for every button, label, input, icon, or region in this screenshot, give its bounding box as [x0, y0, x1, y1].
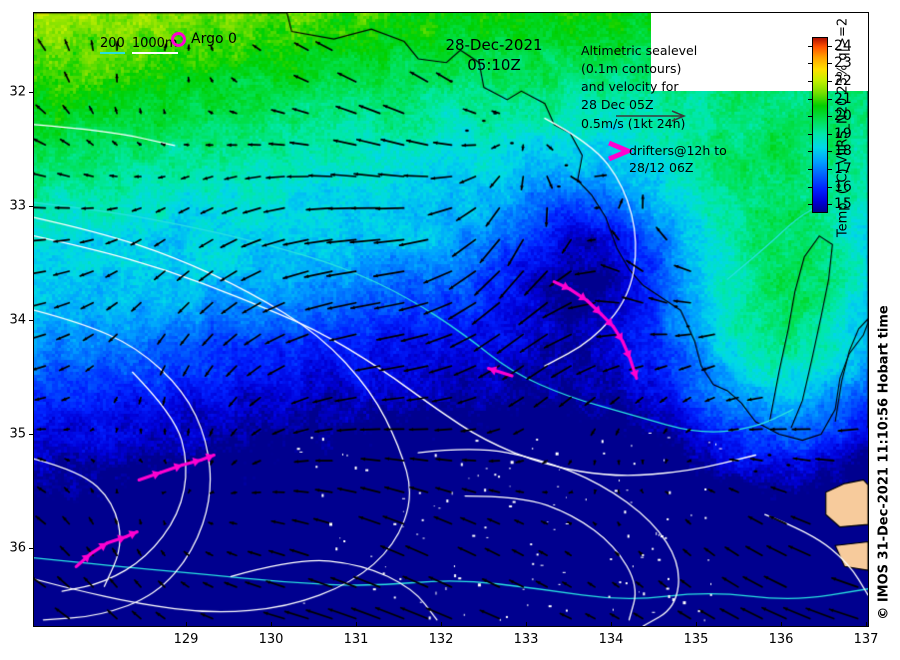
depth-scale-legend: 200 1000m [100, 37, 178, 54]
colorbar[interactable]: 15 16 17 18 19 20 21 22 23 24 [808, 37, 852, 213]
legend-backing-box [651, 13, 868, 91]
x-tick-label-136: 136 [768, 632, 794, 647]
y-tick-label-32: 32 [9, 84, 26, 100]
x-tick-mark [526, 622, 527, 627]
x-tick-label-129: 129 [173, 632, 199, 647]
colorbar-title: Temp. (°C) VIIRS_N20 23% q|>=2 [835, 17, 851, 238]
colorbar-tick [808, 204, 812, 206]
y-tick-mark [29, 548, 34, 549]
y-tick-label-34: 34 [9, 312, 26, 328]
colorbar-tick [808, 169, 812, 170]
x-tick-label-133: 133 [513, 632, 539, 647]
colorbar-tick [808, 45, 812, 47]
colorbar-tick [808, 98, 812, 100]
colorbar-tick [808, 133, 812, 135]
y-tick-label-35: 35 [9, 426, 26, 442]
colorbar-tick [828, 63, 832, 65]
y-tick-mark [29, 320, 34, 321]
altimetry-legend: Altimetric sealevel (0.1m contours) and … [581, 42, 697, 133]
isobath-200-swatch [100, 51, 125, 54]
x-tick-label-135: 135 [683, 632, 709, 647]
map-plot-area[interactable]: 200 1000m Argo 0 28-Dec-2021 05:10Z Alti… [33, 12, 869, 627]
drifter-arrow-icon [608, 140, 632, 162]
y-tick-mark [29, 434, 34, 435]
x-tick-label-131: 131 [343, 632, 369, 647]
argo-legend-label: Argo 0 [191, 31, 237, 47]
altimetry-legend-line-3: 28 Dec 05Z [581, 97, 654, 113]
colorbar-tick [808, 63, 812, 65]
y-tick-label-36: 36 [9, 540, 26, 556]
copyright-text: © IMOS 31-Dec-2021 11:10:56 Hobart time [876, 305, 892, 620]
datestamp-date: 28-Dec-2021 [445, 36, 543, 54]
x-tick-mark [271, 622, 272, 627]
datestamp-time: 05:10Z [467, 56, 521, 75]
colorbar-tick [808, 81, 812, 82]
drifter-legend-line-0: drifters@12h to [629, 143, 727, 158]
isobath-1000-label: 1000m [131, 36, 178, 51]
isobath-200-legend: 200 [100, 37, 125, 54]
sst-heatmap-canvas [34, 13, 868, 626]
colorbar-tick-label-18: 18 [834, 143, 852, 160]
colorbar-gradient [812, 37, 828, 213]
altimetry-legend-line-2: and velocity for [581, 79, 679, 95]
colorbar-tick-label-16: 16 [834, 178, 852, 195]
y-tick-mark [29, 206, 34, 207]
altimetry-legend-line-0: Altimetric sealevel [581, 43, 698, 58]
argo-float-icon [171, 31, 186, 47]
datestamp: 28-Dec-2021 05:10Z [419, 35, 569, 76]
colorbar-tick-label-17: 17 [834, 161, 852, 177]
colorbar-tick [808, 186, 812, 188]
colorbar-tick-label-20: 20 [834, 108, 852, 125]
colorbar-tick-label-23: 23 [834, 55, 852, 72]
colorbar-tick-label-22: 22 [834, 73, 852, 89]
isobath-1000-legend: 1000m [131, 36, 178, 54]
colorbar-tick-label-15: 15 [834, 196, 852, 213]
isobath-1000-swatch [131, 51, 178, 54]
x-tick-label-137: 137 [853, 632, 879, 647]
drifter-legend: drifters@12h to 28/12 06Z [629, 143, 727, 177]
isobath-200-label: 200 [100, 36, 125, 51]
x-tick-mark [356, 622, 357, 627]
x-tick-mark [781, 622, 782, 627]
velocity-scale-arrow-icon [616, 110, 686, 122]
colorbar-tick [828, 204, 832, 206]
colorbar-tick [828, 186, 832, 188]
colorbar-tick [828, 98, 832, 100]
colorbar-tick [828, 133, 832, 135]
altimetry-legend-line-1: (0.1m contours) [581, 61, 682, 77]
x-tick-label-132: 132 [428, 632, 454, 647]
x-tick-mark [611, 622, 612, 627]
colorbar-tick [828, 169, 832, 170]
y-tick-mark [29, 92, 34, 93]
x-tick-label-134: 134 [598, 632, 624, 647]
colorbar-tick-label-21: 21 [834, 90, 852, 107]
drifter-legend-line-1: 28/12 06Z [629, 159, 694, 175]
colorbar-tick [808, 116, 812, 118]
colorbar-tick [808, 151, 812, 153]
x-tick-mark [696, 622, 697, 627]
altimetry-legend-line-4: 0.5m/s (1kt 24h) [581, 115, 686, 131]
x-tick-label-130: 130 [258, 632, 284, 647]
colorbar-tick [828, 116, 832, 118]
colorbar-tick [828, 45, 832, 47]
argo-legend: Argo 0 [171, 31, 237, 47]
colorbar-tick-label-24: 24 [834, 37, 852, 54]
y-tick-label-33: 33 [9, 198, 26, 214]
colorbar-tick [828, 151, 832, 153]
x-tick-mark [441, 622, 442, 627]
x-tick-mark [186, 622, 187, 627]
colorbar-tick [828, 81, 832, 82]
x-tick-mark [866, 622, 867, 627]
colorbar-tick-label-19: 19 [834, 125, 852, 142]
